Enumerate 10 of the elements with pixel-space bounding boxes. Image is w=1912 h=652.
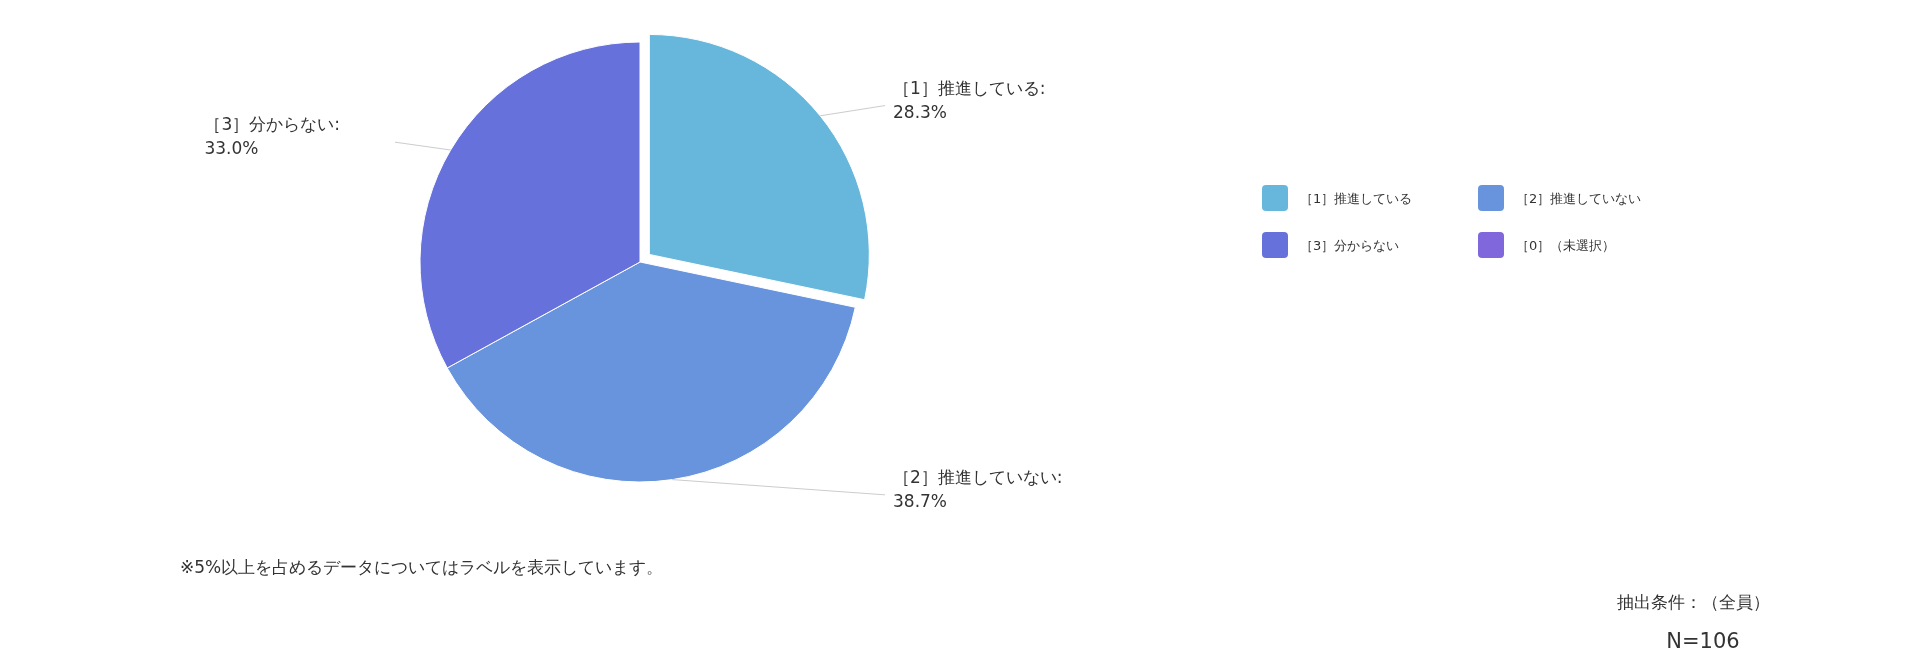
legend-label: ［3］分からない <box>1300 238 1400 253</box>
text: 抽出条件：（全員） <box>1617 592 1770 612</box>
text: ※5%以上を占めるデータについてはラベルを表示しています。 <box>180 557 664 577</box>
text: N=106 <box>1666 629 1740 652</box>
legend-label: ［0］（未選択） <box>1516 238 1616 253</box>
data-label: ［3］分からない: 33.0% <box>204 114 340 159</box>
legend-label: ［2］推進していない <box>1516 191 1642 206</box>
legend-label: ［1］推進している <box>1300 191 1413 206</box>
data-label: ［1］推進している: 28.3% <box>893 77 1046 122</box>
data-label: ［2］推進していない: 38.7% <box>893 466 1063 511</box>
